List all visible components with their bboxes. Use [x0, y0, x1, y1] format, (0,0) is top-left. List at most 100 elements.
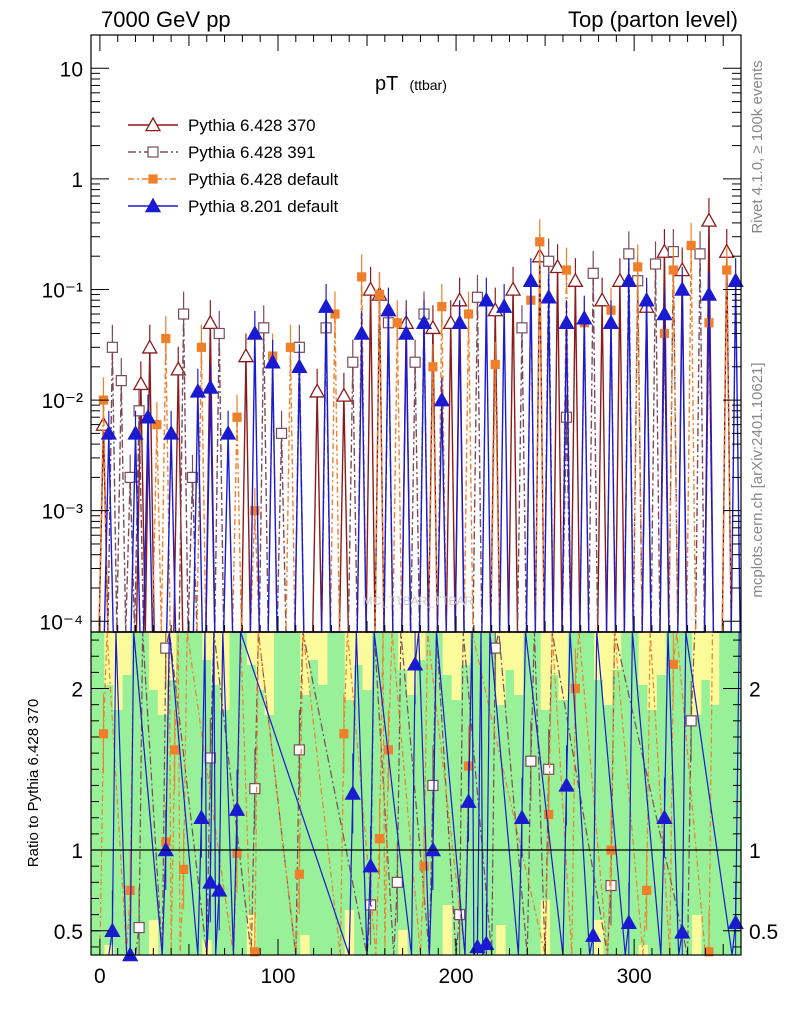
ratio-data-point — [513, 809, 531, 824]
ratio-band-yellow — [540, 632, 551, 710]
ratio-band-yellow — [549, 632, 559, 675]
ratio-data-point — [204, 752, 216, 764]
ratio-band-yellow — [148, 920, 159, 955]
main-data-point — [202, 379, 219, 394]
axes-layer: 10 1 10⁻¹ 10⁻² 10⁻³ 10⁻⁴ 0 100 200 300 0.5 0.5 1 1 2 2 — [40, 34, 778, 988]
main-data-point — [258, 322, 270, 334]
main-data-point — [347, 356, 359, 368]
main-data-point — [264, 353, 281, 369]
main-data-point — [220, 425, 237, 440]
main-data-point — [540, 288, 557, 304]
main-data-point — [490, 359, 500, 370]
ratio-y-tick-label-right: 1 — [749, 840, 761, 863]
main-data-point — [335, 387, 352, 402]
main-data-point — [115, 375, 127, 387]
main-data-point — [362, 281, 379, 296]
ratio-band-yellow — [513, 632, 524, 695]
main-data-point — [178, 308, 190, 320]
ratio-data-point — [620, 914, 637, 929]
ratio-band-yellow — [113, 632, 123, 710]
main-data-point — [543, 255, 555, 267]
ratio-band-yellow — [104, 632, 114, 685]
ratio-data-point — [157, 841, 174, 857]
main-data-point — [186, 471, 199, 483]
ratio-data-point — [228, 801, 246, 816]
rivet-label: Rivet 4.1.0, ≥ 100k events — [749, 60, 766, 233]
main-data-point — [633, 262, 643, 272]
ratio-band-yellow — [353, 632, 364, 665]
main-data-point — [437, 302, 447, 312]
main-data-point — [451, 314, 468, 330]
main-data-point — [309, 382, 326, 398]
main-data-point — [463, 309, 474, 319]
ratio-data-point — [407, 655, 424, 671]
main-data-point — [496, 298, 513, 313]
main-series-line — [103, 280, 741, 633]
main-data-point — [133, 405, 145, 417]
ratio-y-tick-label-right: 0.5 — [749, 921, 778, 944]
main-data-point — [246, 325, 263, 340]
legend-label: Pythia 6.428 370 — [188, 116, 316, 135]
ratio-series-layer — [98, 631, 744, 962]
legend-marker — [147, 146, 159, 158]
legend-marker — [144, 116, 162, 132]
main-data-point — [700, 212, 718, 227]
main-data-point — [124, 471, 136, 483]
main-data-point — [516, 322, 528, 334]
main-data-point — [357, 272, 367, 282]
main-data-point — [560, 411, 573, 423]
main-data-point — [638, 291, 655, 307]
ratio-band-yellow — [692, 632, 702, 715]
ratio-data-point — [419, 861, 429, 871]
legend-label: Pythia 8.201 default — [188, 197, 339, 216]
main-data-point — [700, 286, 718, 301]
main-data-point — [567, 272, 584, 287]
ratio-band-yellow — [148, 632, 159, 690]
ratio-band-yellow — [442, 632, 453, 675]
main-data-point — [471, 291, 484, 303]
ratio-band-yellow — [122, 632, 132, 675]
main-data-point — [602, 314, 620, 330]
main-data-point — [656, 305, 673, 321]
main-data-point — [587, 267, 599, 279]
ratio-band-yellow — [692, 915, 702, 955]
ratio-data-point — [293, 744, 305, 756]
main-data-point — [433, 391, 450, 407]
main-data-point — [196, 342, 207, 352]
ratio-data-point — [249, 783, 261, 795]
main-data-point — [317, 298, 335, 313]
ratio-band-yellow — [309, 632, 319, 660]
main-series-layer — [95, 197, 744, 633]
ratio-band-yellow — [255, 632, 266, 690]
ratio-data-point — [674, 924, 691, 939]
ratio-band-yellow — [496, 632, 506, 705]
ratio-data-point — [250, 947, 260, 957]
x-tick-label: 100 — [260, 965, 295, 988]
main-data-point — [127, 425, 144, 440]
main-data-point — [132, 375, 149, 391]
main-data-point — [620, 272, 637, 287]
ratio-band-yellow — [211, 632, 221, 685]
ratio-data-point — [170, 745, 180, 755]
main-data-point — [275, 427, 288, 439]
ratio-data-point — [727, 914, 744, 929]
main-data-point — [674, 281, 691, 296]
ratio-data-point — [478, 935, 495, 950]
ratio-band-yellow — [344, 632, 355, 700]
ratio-data-point — [339, 729, 349, 739]
main-data-point — [100, 425, 117, 440]
main-data-point — [237, 347, 255, 363]
main-series-group — [98, 219, 732, 633]
ratio-band-yellow — [638, 632, 649, 685]
main-data-point — [213, 327, 225, 340]
x-tick-label: 200 — [439, 965, 474, 988]
main-data-point — [141, 338, 158, 354]
plot-watermark: MC_TTBAR_TTBAR — [363, 594, 474, 608]
legend-marker — [144, 197, 162, 213]
ratio-band-yellow — [442, 905, 453, 955]
main-data-point — [558, 314, 575, 330]
ratio-data-point — [668, 659, 678, 669]
ratio-band-yellow — [318, 632, 328, 685]
ratio-data-point — [122, 946, 139, 962]
main-data-point — [139, 408, 157, 424]
